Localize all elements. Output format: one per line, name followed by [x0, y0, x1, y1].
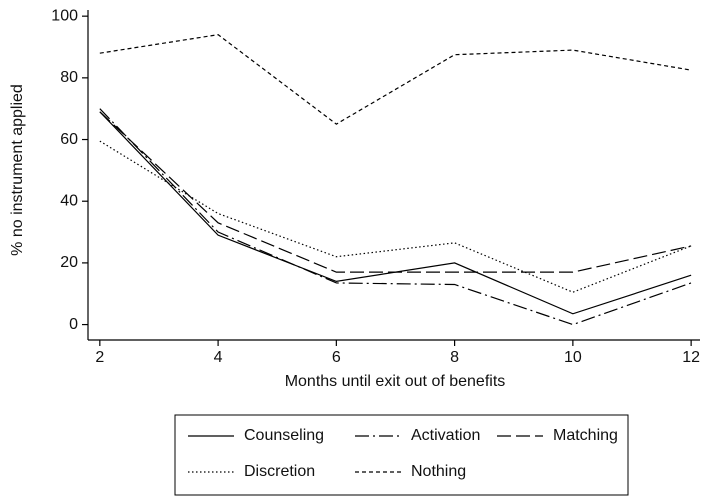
legend-label: Activation — [411, 427, 480, 444]
legend-label: Matching — [553, 427, 618, 444]
legend-label: Counseling — [244, 427, 324, 444]
legend-label: Discretion — [244, 463, 315, 480]
series-line — [99, 111, 692, 273]
y-tick-label: 40 — [60, 192, 78, 209]
y-tick-label: 0 — [69, 316, 78, 333]
series-line — [99, 108, 692, 326]
x-tick-label: 6 — [332, 349, 341, 366]
x-tick-label: 12 — [682, 349, 700, 366]
y-tick-label: 20 — [60, 254, 78, 271]
y-axis-label: % no instrument applied — [9, 84, 26, 256]
legend-label: Nothing — [411, 463, 466, 480]
x-tick-label: 4 — [214, 349, 223, 366]
x-tick-label: 10 — [564, 349, 582, 366]
series-line — [99, 140, 692, 293]
x-tick-label: 8 — [450, 349, 459, 366]
series-line — [99, 111, 692, 315]
y-tick-label: 100 — [51, 7, 78, 24]
y-tick-label: 60 — [60, 131, 78, 148]
legend-box — [174, 414, 629, 496]
x-tick-label: 2 — [95, 349, 104, 366]
y-tick-label: 80 — [60, 69, 78, 86]
x-axis-label: Months until exit out of benefits — [285, 373, 506, 390]
series-line — [99, 34, 692, 125]
